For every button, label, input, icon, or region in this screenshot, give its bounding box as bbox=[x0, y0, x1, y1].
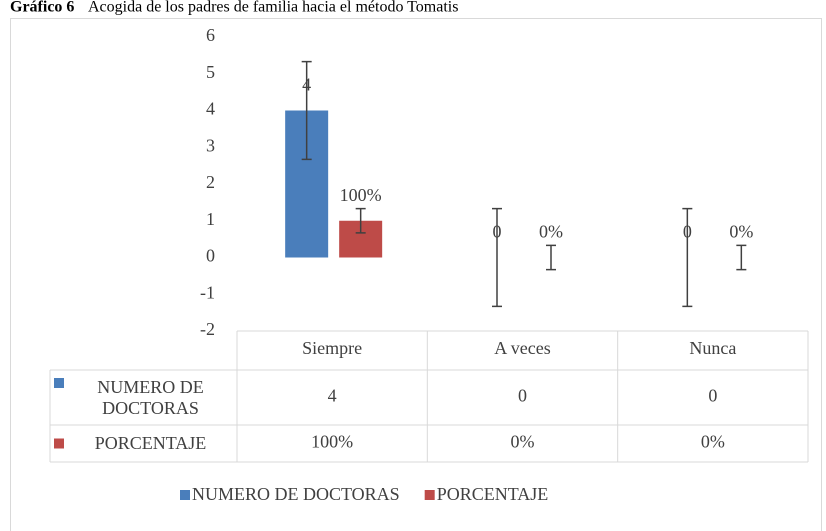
table-row-header-box: PORCENTAJE bbox=[94, 433, 207, 453]
data-label: 0% bbox=[539, 222, 563, 242]
y-tick-label: 0 bbox=[206, 246, 215, 266]
table-cell: 0% bbox=[511, 432, 535, 452]
y-tick-label: 6 bbox=[206, 25, 215, 45]
table-row-header: PORCENTAJE bbox=[94, 433, 207, 453]
y-tick-label: -2 bbox=[200, 319, 215, 339]
table-cell: 0 bbox=[708, 386, 717, 406]
table-cell: 100% bbox=[311, 432, 353, 452]
y-tick-label: 4 bbox=[206, 99, 215, 119]
y-tick-label: -1 bbox=[200, 282, 215, 302]
table-legend-key bbox=[54, 378, 64, 388]
legend-key bbox=[180, 490, 190, 500]
table-cell: 0 bbox=[518, 386, 527, 406]
y-tick-label: 2 bbox=[206, 172, 215, 192]
table-cell: 0% bbox=[701, 432, 725, 452]
x-tick-label: Siempre bbox=[302, 338, 362, 358]
chart-title: Acogida de los padres de familia hacia e… bbox=[88, 0, 458, 16]
x-tick-label: A veces bbox=[494, 338, 550, 358]
table-row-header-box: NUMERO DE DOCTORAS bbox=[97, 376, 204, 418]
y-tick-label: 3 bbox=[206, 135, 215, 155]
data-label: 4 bbox=[302, 75, 311, 95]
data-label: 0 bbox=[683, 222, 692, 242]
legend-key bbox=[424, 490, 435, 500]
table-row-header: NUMERO DE DOCTORAS bbox=[97, 376, 204, 418]
chart-frame bbox=[10, 18, 822, 531]
y-tick-label: 5 bbox=[206, 62, 215, 82]
legend-label: NUMERO DE DOCTORAS bbox=[192, 484, 400, 504]
data-label: 0% bbox=[729, 222, 753, 242]
x-tick-label: Nunca bbox=[689, 338, 736, 358]
legend-label: PORCENTAJE bbox=[437, 484, 549, 504]
data-label: 100% bbox=[340, 185, 382, 205]
table-cell: 4 bbox=[328, 386, 337, 406]
y-tick-label: 1 bbox=[206, 209, 215, 229]
chart-title-label: Gráfico 6 bbox=[10, 0, 74, 16]
data-label: 0 bbox=[493, 222, 502, 242]
table-legend-key bbox=[54, 438, 64, 449]
